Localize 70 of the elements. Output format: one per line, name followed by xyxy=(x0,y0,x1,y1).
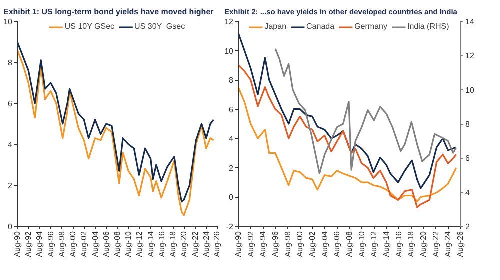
x-tick-label: Aug-98 xyxy=(283,230,292,258)
y-tick-label: 12 xyxy=(224,18,234,26)
x-tick-label: Aug-16 xyxy=(394,230,404,258)
x-tick-label: Aug-08 xyxy=(345,230,354,258)
x-tick-label: Aug-02 xyxy=(80,230,89,258)
x-tick-label: Aug-06 xyxy=(102,230,111,258)
line-series xyxy=(238,86,458,202)
x-tick-label: Aug-22 xyxy=(190,230,200,258)
x-tick-label: Aug-26 xyxy=(456,230,465,258)
x-tick-label: Aug-14 xyxy=(146,230,156,258)
y2-tick-label: 10 xyxy=(466,86,475,95)
y2-tick-label: 8 xyxy=(466,120,470,129)
y2-tick-label: 2 xyxy=(466,222,470,232)
x-tick-label: Aug-00 xyxy=(296,230,305,258)
x-tick-label: Aug-12 xyxy=(370,230,379,258)
legend-label: Japan xyxy=(264,22,287,31)
y-tick-label: -2 xyxy=(226,222,234,232)
x-tick-label: Aug-94 xyxy=(258,230,268,258)
x-tick-label: Aug-10 xyxy=(357,230,366,258)
y-tick-label: 4 xyxy=(8,140,14,150)
x-tick-label: Aug-10 xyxy=(124,230,134,258)
x-tick-label: Aug-22 xyxy=(431,230,440,258)
y-tick-label: 0 xyxy=(229,193,234,202)
legend-label: India (RHS) xyxy=(407,22,450,31)
y2-tick-label: 4 xyxy=(466,188,470,198)
y2-tick-label: 6 xyxy=(466,154,470,164)
y-tick-label: 0 xyxy=(8,222,14,232)
y-tick-label: 8 xyxy=(8,58,14,68)
x-tick-label: Aug-26 xyxy=(212,230,222,258)
x-tick-label: Aug-04 xyxy=(90,230,100,258)
x-tick-label: Aug-92 xyxy=(24,230,34,258)
x-tick-label: Aug-12 xyxy=(135,230,144,258)
x-tick-label: Aug-96 xyxy=(46,230,56,258)
x-tick-label: Aug-00 xyxy=(68,230,78,258)
y2-tick-label: 12 xyxy=(466,52,475,61)
legend-label: Germany xyxy=(354,22,388,31)
line-series xyxy=(238,64,458,208)
x-tick-label: Aug-96 xyxy=(271,230,280,258)
line-series xyxy=(238,32,458,190)
x-tick-label: Aug-06 xyxy=(332,230,342,258)
x-tick-label: Aug-20 xyxy=(419,230,428,258)
x-tick-label: Aug-24 xyxy=(444,230,453,258)
x-tick-label: Aug-16 xyxy=(157,230,166,258)
y2-tick-label: 14 xyxy=(466,18,475,26)
x-tick-label: Aug-08 xyxy=(113,230,122,258)
x-tick-label: Aug-14 xyxy=(382,230,391,258)
x-tick-label: Aug-24 xyxy=(202,230,211,258)
y-tick-label: 10 xyxy=(224,46,234,56)
x-tick-label: Aug-20 xyxy=(180,230,189,258)
x-tick-label: Aug-94 xyxy=(35,230,44,258)
y-tick-label: 8 xyxy=(229,76,234,86)
x-tick-label: Aug-90 xyxy=(13,230,22,258)
line-series xyxy=(274,48,458,174)
y-tick-label: 2 xyxy=(229,164,234,173)
legend-label: US 10Y GSec xyxy=(64,22,115,31)
y-tick-label: 4 xyxy=(229,134,234,144)
y-tick-label: 6 xyxy=(8,100,14,108)
legend-label: US 30Y Gsec xyxy=(134,22,186,31)
x-tick-label: Aug-92 xyxy=(246,230,256,258)
x-tick-label: Aug-98 xyxy=(57,230,66,258)
y-tick-label: 6 xyxy=(229,105,234,114)
chart-title: Exhibit 1: US long-term bond yields have moved higher xyxy=(4,8,214,16)
y-tick-label: 10 xyxy=(4,18,14,26)
x-tick-label: Aug-02 xyxy=(308,230,317,258)
x-tick-label: Aug-18 xyxy=(406,230,416,258)
legend-label: Canada xyxy=(306,22,335,31)
x-tick-label: Aug-18 xyxy=(168,230,178,258)
y-tick-label: 2 xyxy=(8,182,14,190)
x-tick-label: Aug-04 xyxy=(320,230,330,258)
x-tick-label: Aug-90 xyxy=(234,230,243,258)
